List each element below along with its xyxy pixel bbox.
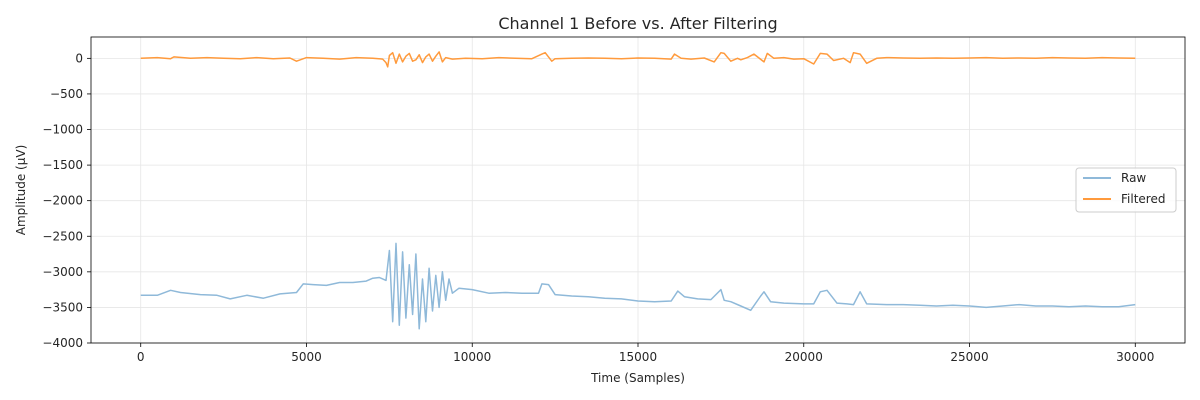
grid (91, 37, 1185, 344)
legend-label-raw: Raw (1121, 171, 1146, 185)
legend: Raw Filtered (1075, 167, 1177, 213)
series-line-raw (140, 242, 1136, 330)
y-tick-label: −500 (50, 87, 83, 101)
series-layer (140, 51, 1136, 330)
x-tick-label: 0 (137, 350, 145, 364)
x-tick-label: 10000 (453, 350, 491, 364)
y-tick-label: −3500 (42, 300, 83, 314)
y-tick-label: −2000 (42, 194, 83, 208)
y-tick-label: −1500 (42, 158, 83, 172)
y-tick-label: −2500 (42, 229, 83, 243)
x-tick-label: 15000 (619, 350, 657, 364)
y-tick-label: −1000 (42, 123, 83, 137)
x-tick-label: 25000 (950, 350, 988, 364)
x-tick-label: 30000 (1116, 350, 1154, 364)
series-line-filtered (140, 51, 1136, 68)
y-tick-label: −3000 (42, 265, 83, 279)
x-tick-label: 20000 (785, 350, 823, 364)
y-tick-label: 0 (75, 51, 83, 65)
ticks: 0 5000 10000 15000 20000 25000 30000 0 −500 −1000… (42, 51, 1154, 364)
y-tick-label: −4000 (42, 336, 83, 350)
y-axis-title: Amplitude (µV) (14, 145, 28, 236)
legend-label-filtered: Filtered (1121, 192, 1165, 206)
chart-title: Channel 1 Before vs. After Filtering (498, 14, 777, 33)
x-axis-title: Time (Samples) (590, 371, 685, 385)
x-tick-label: 5000 (291, 350, 322, 364)
